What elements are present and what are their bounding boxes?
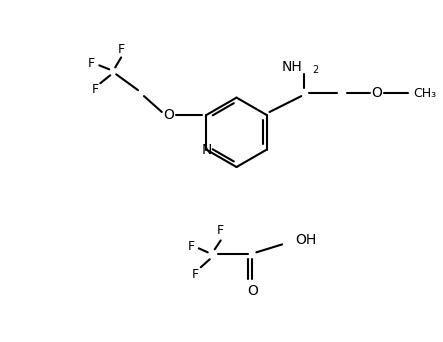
Text: O: O [371, 86, 382, 100]
Text: 2: 2 [312, 65, 319, 75]
Text: F: F [117, 43, 125, 56]
Text: O: O [163, 108, 174, 122]
Text: F: F [187, 240, 194, 253]
Text: N: N [201, 143, 212, 157]
Text: F: F [191, 268, 198, 281]
Text: F: F [92, 83, 99, 96]
Text: OH: OH [295, 234, 316, 247]
Text: NH: NH [282, 60, 302, 74]
Text: F: F [88, 57, 95, 70]
Text: F: F [217, 224, 224, 237]
Text: O: O [247, 284, 258, 298]
Text: CH₃: CH₃ [413, 87, 436, 100]
